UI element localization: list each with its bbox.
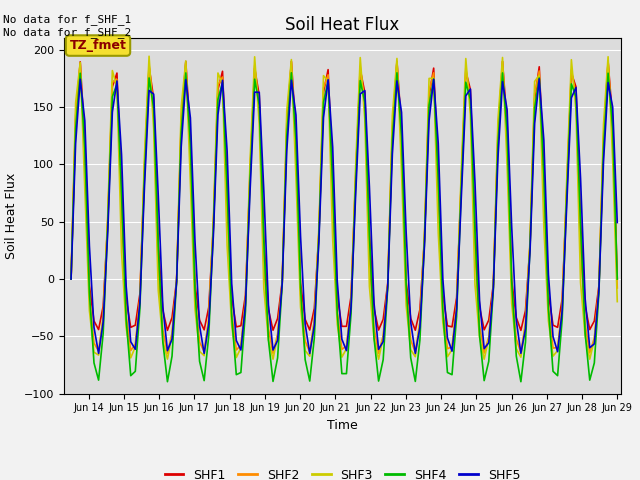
Title: Soil Heat Flux: Soil Heat Flux [285,16,399,34]
SHF2 [613,285,621,291]
Text: No data for f_SHF_1
No data for f_SHF_2: No data for f_SHF_1 No data for f_SHF_2 [3,14,131,38]
SHF2 [604,59,612,64]
SHF2 [67,276,75,282]
Line: SHF4: SHF4 [71,73,617,382]
SHF3 [219,81,227,87]
SHF1 [613,276,621,282]
SHF5 [604,80,612,85]
SHF1 [164,327,172,333]
Legend: SHF1, SHF2, SHF3, SHF4, SHF5: SHF1, SHF2, SHF3, SHF4, SHF5 [159,464,525,480]
SHF4 [164,379,172,384]
SHF4 [186,141,194,147]
SHF3 [613,299,621,304]
SHF3 [186,180,194,186]
SHF1 [604,59,612,65]
SHF4 [604,71,612,76]
Text: TZ_fmet: TZ_fmet [70,39,127,52]
SHF2 [448,344,456,349]
SHF3 [380,335,387,340]
Line: SHF5: SHF5 [71,79,617,353]
SHF2 [164,350,172,356]
Line: SHF3: SHF3 [71,56,617,359]
SHF5 [214,112,222,118]
SHF4 [508,279,516,285]
SHF4 [287,70,295,76]
SHF4 [219,79,227,85]
SHF3 [452,302,460,308]
SHF5 [613,220,621,226]
SHF1 [67,276,75,282]
SHF2 [375,350,383,356]
SHF5 [67,276,75,282]
SHF5 [503,107,511,113]
Line: SHF1: SHF1 [71,61,617,330]
SHF4 [452,313,460,319]
SHF5 [375,347,383,352]
SHF5 [536,76,543,82]
SHF3 [67,276,75,282]
Line: SHF2: SHF2 [71,61,617,353]
SHF4 [380,357,387,362]
SHF5 [182,77,189,83]
X-axis label: Time: Time [327,419,358,432]
SHF1 [452,295,460,300]
SHF3 [375,356,383,362]
SHF1 [287,59,295,64]
Y-axis label: Soil Heat Flux: Soil Heat Flux [5,173,19,259]
SHF5 [448,348,456,354]
SHF2 [219,74,227,80]
SHF1 [186,134,194,140]
SHF3 [145,53,153,59]
SHF3 [508,300,516,306]
SHF1 [380,316,387,322]
SHF1 [508,277,516,283]
SHF4 [67,276,75,282]
SHF3 [604,54,612,60]
SHF2 [503,137,511,143]
SHF1 [219,68,227,74]
SHF2 [186,151,194,157]
SHF5 [306,350,314,356]
SHF4 [613,276,621,282]
SHF2 [600,133,607,139]
